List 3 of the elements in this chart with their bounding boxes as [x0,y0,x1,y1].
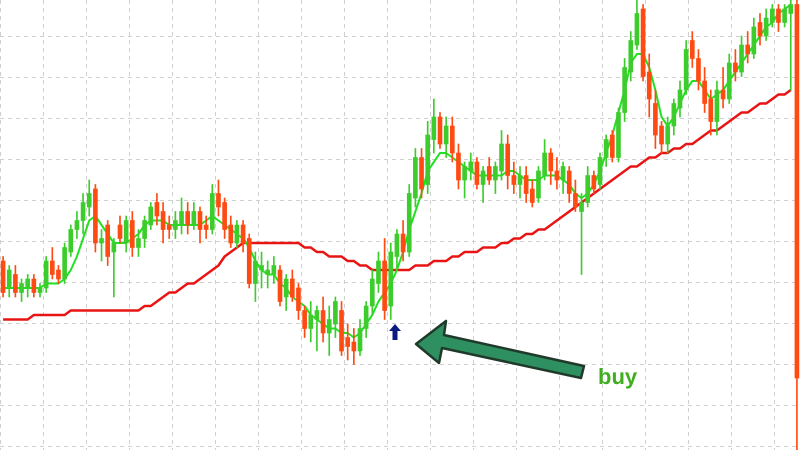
candlestick [720,67,726,108]
annotation: buy [598,364,638,390]
candlestick [99,229,104,262]
